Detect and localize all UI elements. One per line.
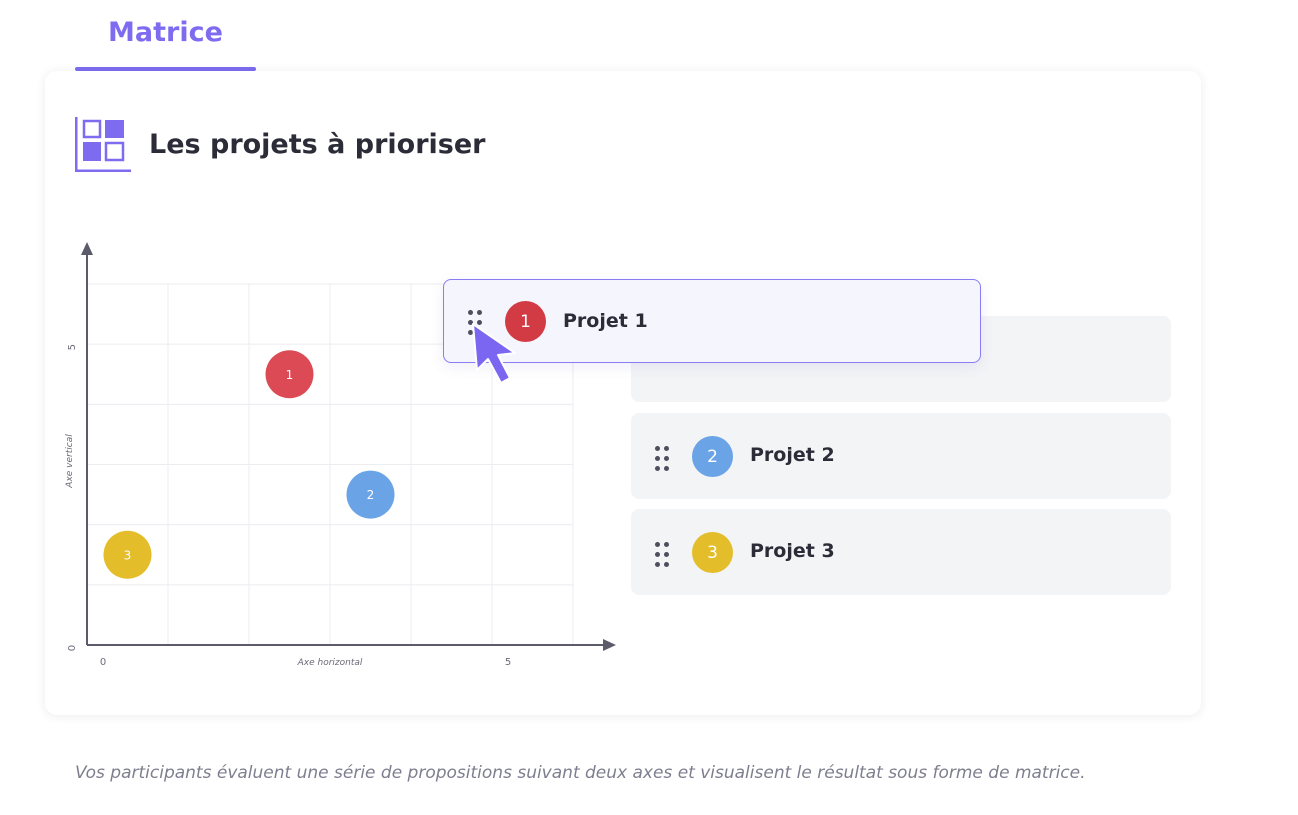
data-point-label: 2 <box>367 488 375 502</box>
project-badge-1: 1 <box>505 301 546 342</box>
data-point-1 <box>265 350 314 399</box>
project-name-1: Projet 1 <box>563 310 648 332</box>
project-badge-2: 2 <box>692 436 733 477</box>
tab-matrice[interactable]: Matrice <box>75 0 256 71</box>
data-point-label: 3 <box>124 548 132 562</box>
matrix-card: Les projets à prioriser 0 5 0 5 Axe horizont… <box>45 71 1201 715</box>
x-tick-label: 0 <box>100 657 106 668</box>
x-tick-label: 5 <box>505 657 511 668</box>
project-badge-3: 3 <box>692 532 733 573</box>
cursor-arrow-icon <box>472 323 516 384</box>
data-point-3 <box>103 530 152 579</box>
project-row-3[interactable]: 3 Projet 3 <box>631 509 1171 595</box>
card-title: Les projets à prioriser <box>149 129 486 160</box>
y-axis-arrow-icon <box>81 242 93 255</box>
tab-active-indicator <box>75 67 256 71</box>
project-name-2: Projet 2 <box>750 444 835 466</box>
y-axis-label: Axe vertical <box>65 434 75 489</box>
data-point-2 <box>346 470 395 519</box>
priority-matrix-chart: 0 5 0 5 Axe horizontal Axe vertical 1 2 3 <box>65 242 616 668</box>
x-axis-label: Axe horizontal <box>297 658 363 668</box>
x-axis-arrow-icon <box>603 639 616 651</box>
y-tick-label: 5 <box>67 344 78 350</box>
project-row-2[interactable]: 2 Projet 2 <box>631 413 1171 499</box>
drag-handle-icon[interactable] <box>655 446 675 471</box>
tab-label: Matrice <box>108 17 223 48</box>
project-row-1-dragging[interactable]: 1 Projet 1 <box>443 279 981 363</box>
drag-handle-icon[interactable] <box>655 542 675 567</box>
y-tick-label: 0 <box>67 645 78 651</box>
matrix-icon <box>75 117 131 172</box>
data-point-label: 1 <box>286 368 294 382</box>
description-text: Vos participants évaluent une série de p… <box>75 763 1086 783</box>
project-name-3: Projet 3 <box>750 540 835 562</box>
